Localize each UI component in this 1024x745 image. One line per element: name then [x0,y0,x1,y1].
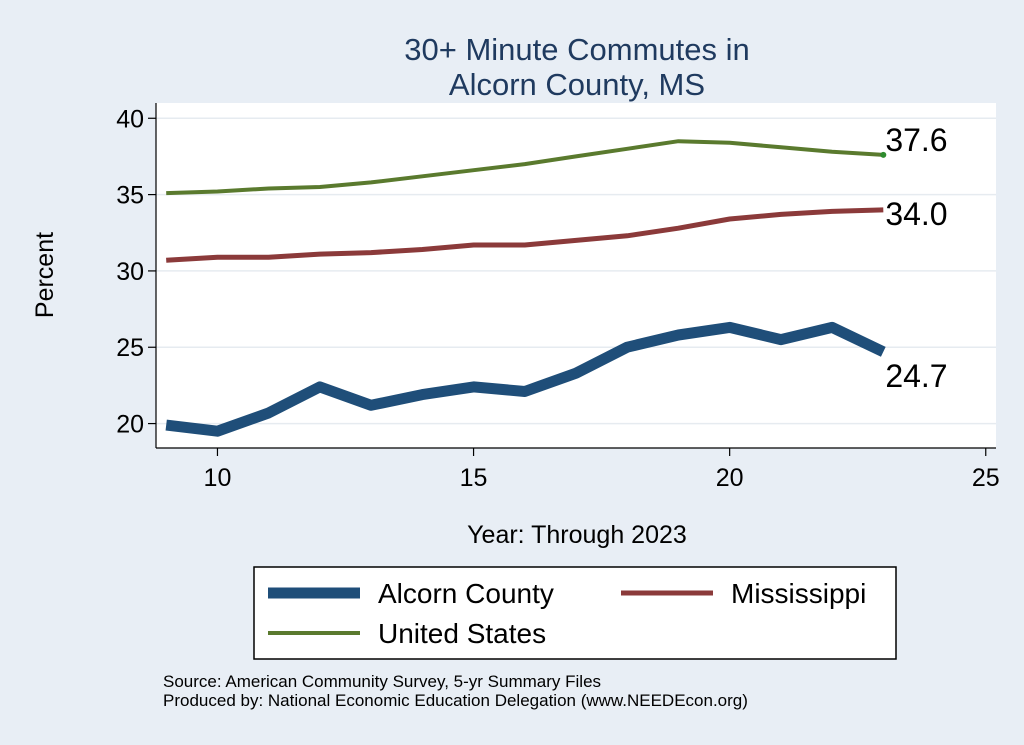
series-line-mississippi [166,207,884,263]
x-axis-label: Year: Through 2023 [467,521,687,549]
end-label-united-states: 37.6 [885,122,947,158]
y-axis-label: Percent [31,232,59,318]
legend-box [253,566,897,660]
x-tick-label-15: 15 [460,464,488,492]
legend: Alcorn County Mississippi United States [253,566,897,660]
end-label-alcorn-county: 24.7 [885,358,947,394]
y-tick-label-30: 30 [116,258,144,286]
y-tick-label-35: 35 [116,182,144,210]
series-line-united-states [166,139,884,196]
series-line-alcorn-county [165,321,886,437]
end-marker-united-states [880,151,887,158]
legend-label-mississippi: Mississippi [731,578,866,609]
end-label-mississippi: 34.0 [885,196,947,232]
chart-title-line-2: Alcorn County, MS [449,67,705,102]
y-tick-label-40: 40 [116,105,144,133]
y-tick-label-20: 20 [116,411,144,439]
y-tick-label-25: 25 [116,334,144,362]
plot-area [156,103,996,448]
x-tick-label-20: 20 [716,464,744,492]
legend-label-united-states: United States [378,618,546,649]
chart-title-line-1: 30+ Minute Commutes in [404,32,749,67]
source-line: Source: American Community Survey, 5-yr … [163,672,602,691]
x-tick-label-10: 10 [204,464,232,492]
x-tick-label-25: 25 [972,464,1000,492]
legend-label-alcorn-county: Alcorn County [378,578,554,609]
producer-line: Produced by: National Economic Education… [163,691,748,710]
